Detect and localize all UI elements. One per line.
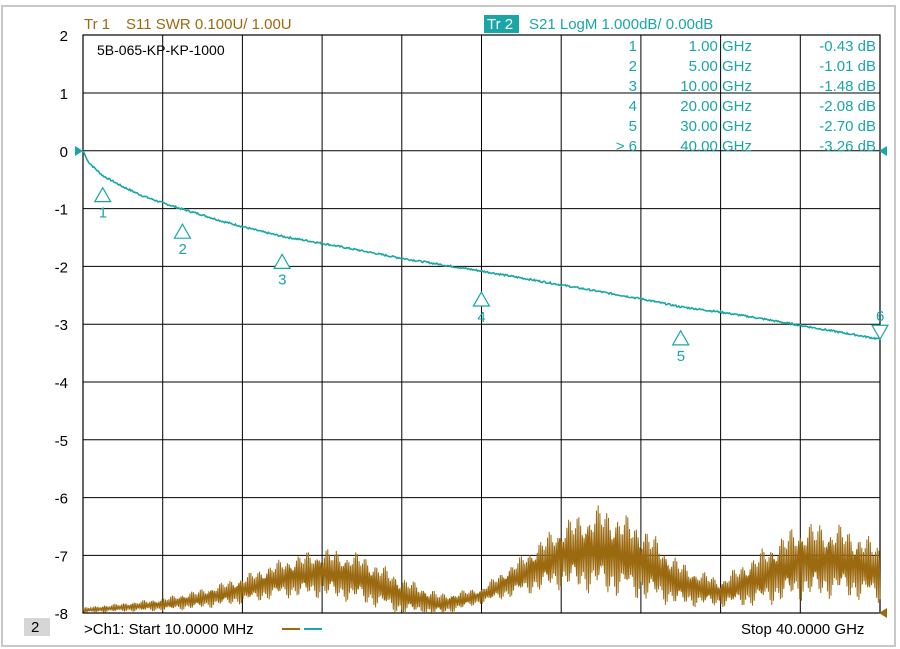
markers: 1 2 3 4 5 6 xyxy=(93,186,890,365)
tr1-label[interactable]: Tr 1 xyxy=(84,16,110,33)
s21-logm-trace xyxy=(82,150,881,341)
y-tick-label: -2 xyxy=(55,259,68,276)
marker-table-value: -1.01 dB xyxy=(819,58,876,75)
marker-triangle xyxy=(671,329,690,346)
marker-table-frequency: 30.00 GHz xyxy=(680,118,752,135)
marker-triangle xyxy=(173,222,192,239)
s11-reference-arrow-right xyxy=(879,608,887,618)
marker-table-value: -2.08 dB xyxy=(819,98,876,115)
reference-level-arrow-right xyxy=(879,146,887,156)
marker-number: 3 xyxy=(278,271,286,288)
marker-table-frequency: 1.00 GHz xyxy=(689,38,752,55)
y-tick-label: 0 xyxy=(60,144,68,161)
y-tick-label: -3 xyxy=(55,317,68,334)
y-tick-label: 1 xyxy=(60,86,68,103)
start-frequency-text[interactable]: >Ch1: Start 10.0000 MHz xyxy=(84,621,254,638)
marker-number: 5 xyxy=(677,348,685,365)
y-tick-label: -4 xyxy=(55,375,68,392)
marker-table: 1 1.00 GHz -0.43 dB 2 5.00 GHz -1.01 dB 3 10.00… xyxy=(616,38,876,155)
marker-table-id: 5 xyxy=(629,118,637,135)
channel-number-box[interactable] xyxy=(24,618,50,636)
marker-table-value: -3.26 dB xyxy=(819,138,876,155)
s11-swr-trace xyxy=(82,505,881,614)
marker-triangle xyxy=(472,290,491,307)
tr2-description: S21 LogM 1.000dB/ 0.00dB xyxy=(529,16,713,33)
y-tick-label: -6 xyxy=(55,491,68,508)
y-tick-label: -7 xyxy=(55,548,68,565)
marker-table-frequency: 40.00 GHz xyxy=(680,138,752,155)
grid xyxy=(82,34,881,614)
s21-line xyxy=(82,150,881,341)
tr2-label[interactable]: Tr 2 xyxy=(487,16,513,33)
marker-number: 4 xyxy=(477,309,485,326)
y-tick-label: -1 xyxy=(55,202,68,219)
s11-line xyxy=(82,505,881,614)
panel-frame xyxy=(1,5,896,647)
marker-table-id: 3 xyxy=(629,78,637,95)
channel-number: 2 xyxy=(31,619,39,636)
stop-frequency-text[interactable]: Stop 40.0000 GHz xyxy=(741,621,864,638)
marker-table-value: -1.48 dB xyxy=(819,78,876,95)
marker-table-id: 2 xyxy=(629,58,637,75)
marker-table-frequency: 10.00 GHz xyxy=(680,78,752,95)
marker-triangle xyxy=(870,324,890,341)
marker-number: 2 xyxy=(178,241,186,258)
marker-table-value: -0.43 dB xyxy=(819,38,876,55)
tr2-active-badge[interactable] xyxy=(484,15,519,33)
device-label: 5B-065-KP-KP-1000 xyxy=(97,42,225,58)
marker-number: 6 xyxy=(876,308,884,325)
marker-table-frequency: 5.00 GHz xyxy=(689,58,752,75)
y-tick-label: -8 xyxy=(55,606,68,623)
y-tick-label: 2 xyxy=(60,28,68,45)
marker-table-frequency: 20.00 GHz xyxy=(680,98,752,115)
marker-table-id: 1 xyxy=(629,38,637,55)
marker-table-id: > 6 xyxy=(616,138,637,155)
reference-level-arrow-left xyxy=(75,146,83,156)
marker-triangle xyxy=(273,253,292,269)
y-axis-ticks: 2 1 0 -1 -2 -3 -4 -5 -6 -7 -8 xyxy=(55,28,68,623)
tr1-description: S11 SWR 0.100U/ 1.00U xyxy=(126,16,292,33)
marker-triangle xyxy=(93,186,112,203)
marker-table-value: -2.70 dB xyxy=(819,118,876,135)
marker-table-id: 4 xyxy=(629,98,637,115)
y-tick-label: -5 xyxy=(55,433,68,450)
marker-number: 1 xyxy=(99,205,107,222)
